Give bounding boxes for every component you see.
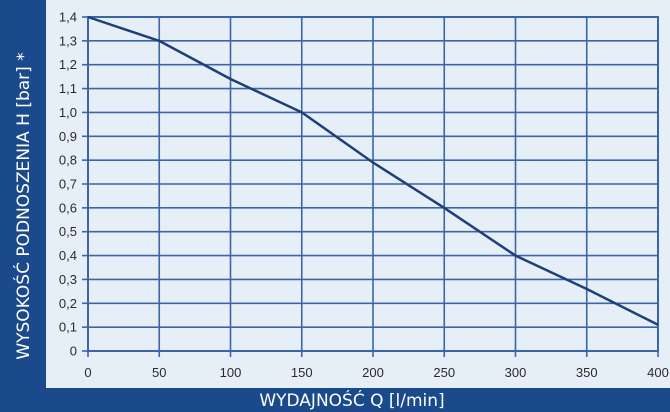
y-tick-label: 1,4	[59, 10, 77, 25]
x-tick-labels: 0 50 100 150 200 250 300 350 400	[84, 365, 668, 380]
y-tick-label: 1,3	[59, 33, 77, 48]
y-tick-label: 0,6	[59, 200, 77, 215]
grid	[82, 16, 659, 357]
y-tick-label: 0,4	[59, 248, 77, 263]
y-tick-label: 0,2	[59, 296, 77, 311]
y-tick-label: 1,0	[59, 105, 77, 120]
x-tick-label: 300	[505, 365, 527, 380]
x-tick-label: 100	[220, 365, 242, 380]
y-axis-title: WYSOKOŚĆ PODNOSZENIA H [bar] *	[12, 52, 34, 359]
y-tick-label: 1,1	[59, 81, 77, 96]
y-tick-label: 0	[70, 344, 77, 359]
y-tick-label: 0,5	[59, 224, 77, 239]
y-tick-label: 0,9	[59, 129, 77, 144]
x-tick-label: 150	[291, 365, 313, 380]
y-tick-label: 0,7	[59, 177, 77, 192]
y-tick-label: 0,3	[59, 272, 77, 287]
y-tick-label: 0,8	[59, 153, 77, 168]
x-tick-label: 50	[152, 365, 166, 380]
y-tick-labels: 0 0,1 0,2 0,3 0,4 0,5 0,6 0,7 0,8 0,9 1,0 1,1 1,2 1,3…	[59, 10, 77, 359]
x-axis-title: WYDAJNOŚĆ Q [l/min]	[259, 389, 444, 411]
y-tick-label: 0,1	[59, 320, 77, 335]
x-tick-label: 200	[362, 365, 384, 380]
x-tick-label: 350	[576, 365, 598, 380]
x-tick-label: 0	[84, 365, 91, 380]
series-points	[87, 16, 659, 325]
x-tick-label: 250	[433, 365, 455, 380]
x-tick-label: 400	[647, 365, 669, 380]
y-tick-label: 1,2	[59, 57, 77, 72]
